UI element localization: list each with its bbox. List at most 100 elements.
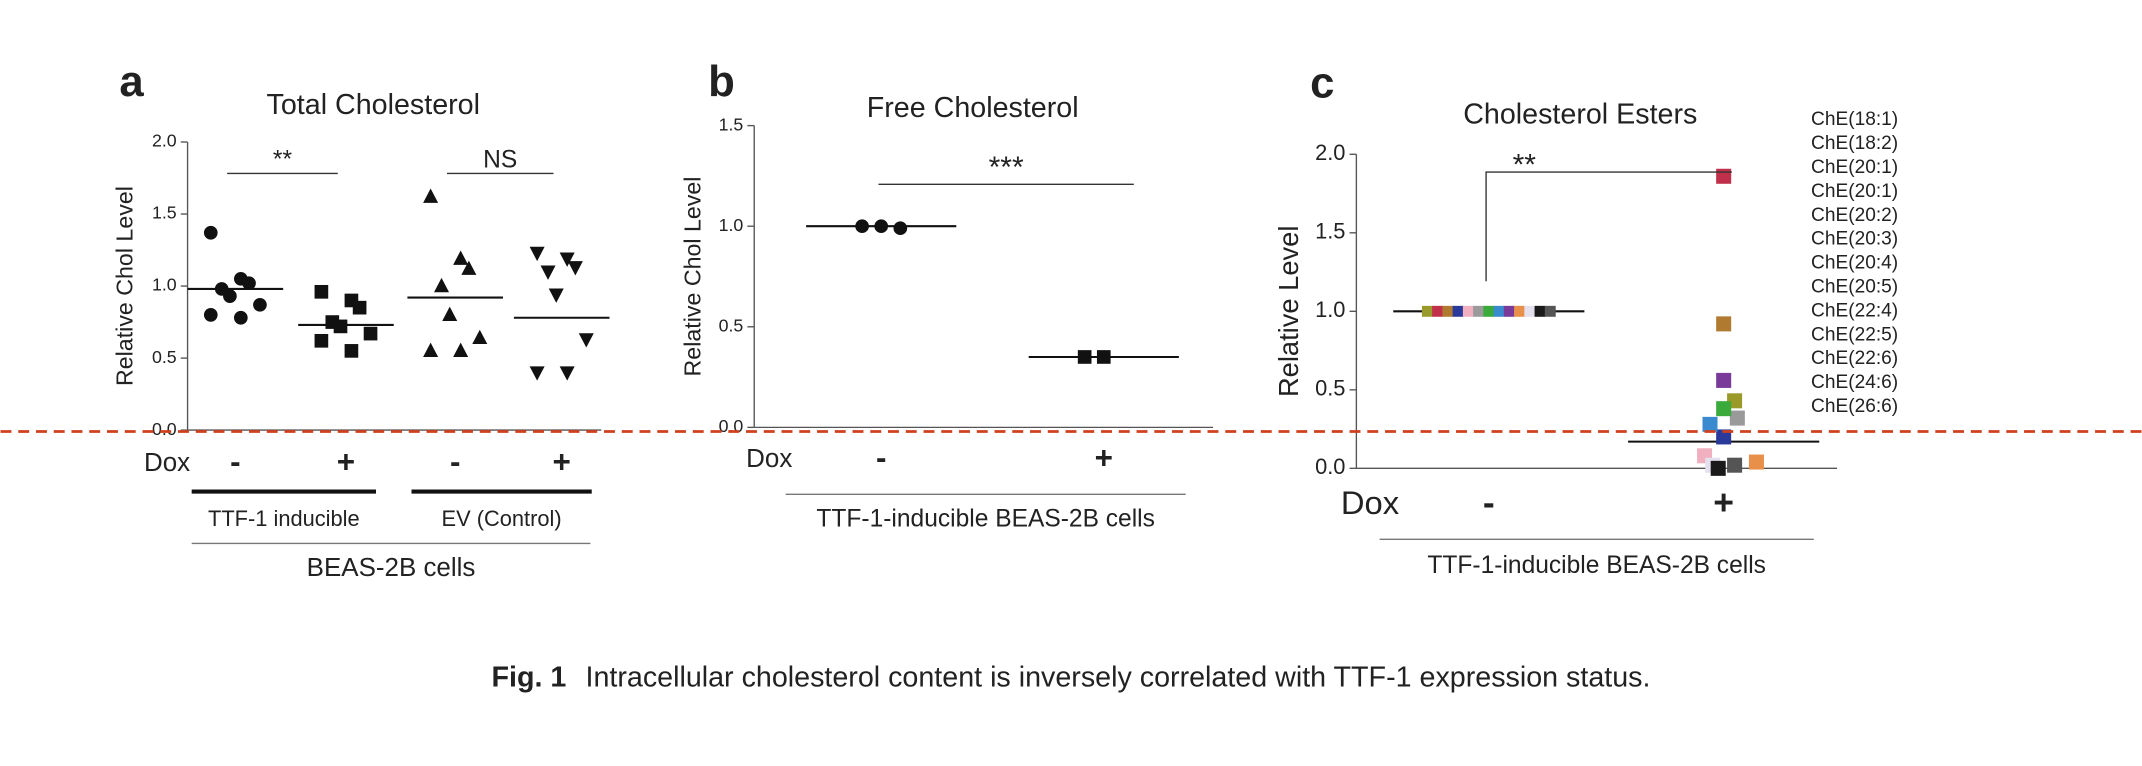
data-point [1716,372,1732,388]
panel: a Total Cholesterol Relative Chol Level 0.0… [111,57,610,582]
legend-label: ChE(24:6) [1811,372,1898,393]
legend-label: ChE(18:1) [1811,109,1898,130]
data-point [472,329,488,345]
data-point [253,297,267,312]
data-point [559,252,575,267]
data-point [1716,429,1732,445]
panel: b Free Cholesterol Relative Chol Level 0.0 0… [679,57,1214,533]
group-label: TTF-1-inducible BEAS-2B cells [1427,552,1766,579]
panel-title: Free Cholesterol [867,92,1079,124]
panel: c Cholesterol Esters Relative Level 0.0 0.5 1… [1273,59,1898,580]
legend-label: ChE(20:5) [1811,276,1898,297]
data-point [1727,457,1743,473]
data-point [203,225,218,240]
category-label: - [450,445,460,480]
legend-label: ChE(22:4) [1811,300,1898,321]
caption-label: Fig. 1 [492,661,567,693]
category-label: - [876,440,886,475]
data-point [559,366,575,381]
data-point [423,188,439,203]
legend-label: ChE(22:6) [1811,348,1898,369]
data-point [1421,305,1433,317]
data-point [529,366,545,381]
y-tick-label: 0.5 [719,315,744,335]
data-point [1710,460,1726,476]
data-point [423,342,439,358]
data-point [1503,305,1515,317]
significance-label: ** [1513,149,1537,182]
y-tick-label: 0.0 [1315,454,1345,479]
category-label: + [337,445,355,480]
legend-label: ChE(20:2) [1811,205,1898,226]
y-tick-label: 0.0 [152,419,177,439]
x-axis-label: Dox [144,449,190,477]
category-label: + [1713,483,1734,523]
data-point [540,265,556,280]
footer-label: BEAS-2B cells [307,554,476,582]
data-point [1702,416,1718,432]
category-label: - [230,445,240,480]
legend-label: ChE(20:3) [1811,229,1898,250]
category-label: + [1095,440,1113,475]
legend-label: ChE(22:5) [1811,324,1898,345]
data-point [1534,305,1546,317]
y-tick-label: 1.5 [719,114,744,134]
legend-label: ChE(26:6) [1811,396,1898,417]
significance-label: ** [273,147,293,174]
data-point [1514,305,1526,317]
y-tick-label: 0.5 [1315,376,1345,401]
data-point [442,306,458,322]
legend-label: ChE(20:1) [1811,157,1898,178]
data-point [1716,401,1732,417]
data-point [855,219,869,234]
data-point [333,319,348,334]
data-point [461,260,477,275]
data-point [242,276,256,291]
x-axis-label: Dox [746,445,792,473]
data-point [1748,454,1764,470]
data-point [223,289,237,303]
data-point [893,221,908,236]
x-axis-label: Dox [1341,484,1400,521]
y-axis-label: Relative Chol Level [679,177,705,377]
data-point [1544,305,1556,317]
y-tick-label: 0.0 [719,416,744,436]
data-point [1442,305,1454,317]
data-point [1462,305,1474,317]
data-point [453,342,469,358]
group-label: TTF-1-inducible BEAS-2B cells [816,506,1155,533]
data-point [1432,305,1444,317]
data-point [314,333,329,348]
category-label: + [553,445,571,480]
data-point [1077,350,1092,364]
data-point [1524,305,1536,317]
data-point [874,219,889,234]
data-point [1452,305,1464,317]
data-point [578,333,594,348]
data-point [1716,168,1732,184]
data-point [314,284,329,299]
data-point [1729,410,1745,426]
y-axis-label: Relative Chol Level [111,186,137,386]
data-point [1473,305,1485,317]
data-point [548,288,564,303]
data-point [453,250,469,265]
data-point [363,326,378,341]
panel-title: Cholesterol Esters [1463,99,1697,131]
panel-letter: b [708,57,735,106]
data-point [203,308,218,322]
y-tick-label: 2.0 [1315,140,1345,165]
panel-letter: c [1310,59,1334,108]
significance-label: *** [989,151,1024,184]
data-point [344,344,359,358]
panel-title: Total Cholesterol [267,89,480,121]
group-label: TTF-1 inducible [208,506,360,531]
legend-label: ChE(20:4) [1811,253,1898,274]
significance-bracket [1485,171,1732,282]
legend-label: ChE(20:1) [1811,181,1898,202]
y-tick-label: 1.0 [1315,297,1345,322]
data-point [529,246,545,262]
legend-label: ChE(18:2) [1811,133,1898,154]
y-tick-label: 1.5 [152,203,177,223]
